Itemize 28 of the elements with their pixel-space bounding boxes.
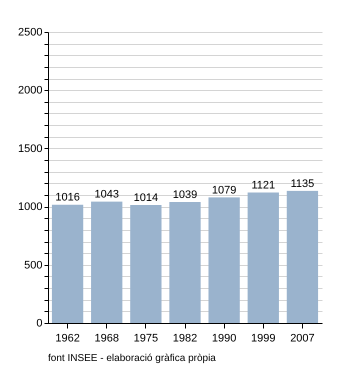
x-tick-label: 1982 [172, 332, 198, 344]
x-tick-label: 1990 [212, 332, 236, 344]
y-tick-label: 2500 [18, 26, 42, 38]
x-tick-label: 2007 [290, 332, 315, 344]
data-label: 1016 [55, 192, 80, 204]
x-tick-label: 1968 [94, 332, 119, 344]
bar [248, 192, 279, 323]
x-tick-label: 1962 [55, 332, 80, 344]
text: font INSEE - elaboració gràfica pròpia [48, 353, 216, 364]
y-tick-label: 0 [36, 318, 42, 330]
y-tick-label: 1000 [18, 201, 42, 214]
data-label: 1014 [134, 192, 158, 204]
data-label: 1039 [172, 189, 198, 202]
x-tick-label: 1975 [134, 332, 158, 344]
y-tick-label: 500 [24, 259, 42, 272]
bar [169, 202, 201, 323]
bar [91, 202, 122, 323]
data-label: 1121 [251, 180, 276, 192]
y-tick-label: 2000 [18, 84, 42, 97]
bar [130, 204, 162, 323]
bar [208, 197, 240, 323]
data-label: 1135 [290, 178, 314, 190]
bar [286, 190, 318, 323]
data-label: 1079 [212, 184, 236, 196]
y-tick-label: 1500 [18, 142, 42, 155]
x-tick-label: 1999 [251, 332, 276, 344]
bar [52, 204, 84, 323]
data-label: 1043 [94, 188, 119, 201]
